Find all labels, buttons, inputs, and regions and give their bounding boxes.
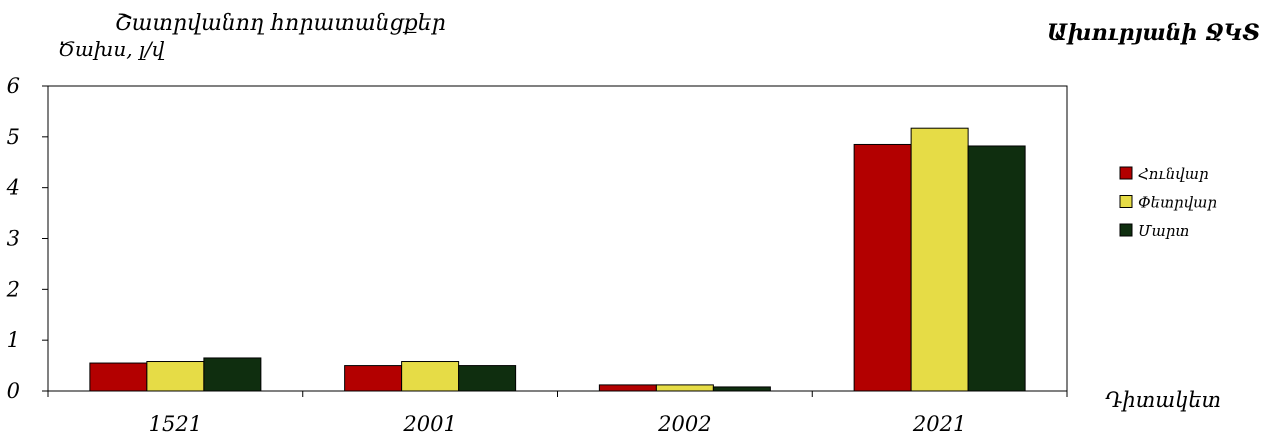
legend-label: Փետրվար bbox=[1138, 194, 1217, 212]
y-tick-label: 1 bbox=[7, 328, 20, 352]
y-tick-label: 3 bbox=[7, 227, 20, 251]
x-tick-label: 2021 bbox=[912, 412, 966, 436]
legend-label: Հունվար bbox=[1138, 165, 1209, 183]
bar bbox=[853, 143, 912, 392]
bar bbox=[344, 365, 403, 392]
bar bbox=[89, 362, 148, 392]
bar bbox=[967, 145, 1026, 392]
chart-title: Շատրվանող հորատանցքեր bbox=[115, 11, 446, 36]
y-tick-label: 6 bbox=[7, 74, 20, 98]
x-axis-label: Դիտակետ bbox=[1105, 388, 1221, 412]
bar bbox=[401, 361, 460, 392]
plot-area: 0 1 2 3 4 5 6 1521 2001 2002 2021 bbox=[6, 74, 1068, 436]
y-tick-label: 4 bbox=[6, 176, 20, 200]
x-tick-label: 2001 bbox=[402, 412, 456, 436]
legend-label: Մարտ bbox=[1138, 222, 1189, 240]
y-tick-label: 5 bbox=[7, 125, 20, 149]
right-title: Ախուրյանի ՋԿՏ bbox=[1047, 20, 1260, 46]
x-tick-label: 2002 bbox=[657, 412, 711, 436]
y-axis-label: Ծախս, լ/վ bbox=[58, 37, 165, 61]
x-tick-label: 1521 bbox=[149, 412, 202, 436]
y-tick-label: 0 bbox=[7, 379, 20, 403]
legend-swatch bbox=[1119, 223, 1133, 237]
legend-swatch bbox=[1119, 166, 1133, 180]
bar bbox=[598, 384, 657, 392]
bar bbox=[712, 386, 771, 392]
legend-swatch bbox=[1119, 195, 1133, 208]
legend: Հունվար Փետրվար Մարտ bbox=[1119, 165, 1217, 240]
bar bbox=[910, 127, 969, 392]
y-tick-label: 2 bbox=[6, 277, 20, 301]
bar bbox=[146, 361, 205, 392]
bar bbox=[203, 357, 262, 392]
bar bbox=[655, 384, 714, 392]
bar bbox=[458, 365, 517, 392]
